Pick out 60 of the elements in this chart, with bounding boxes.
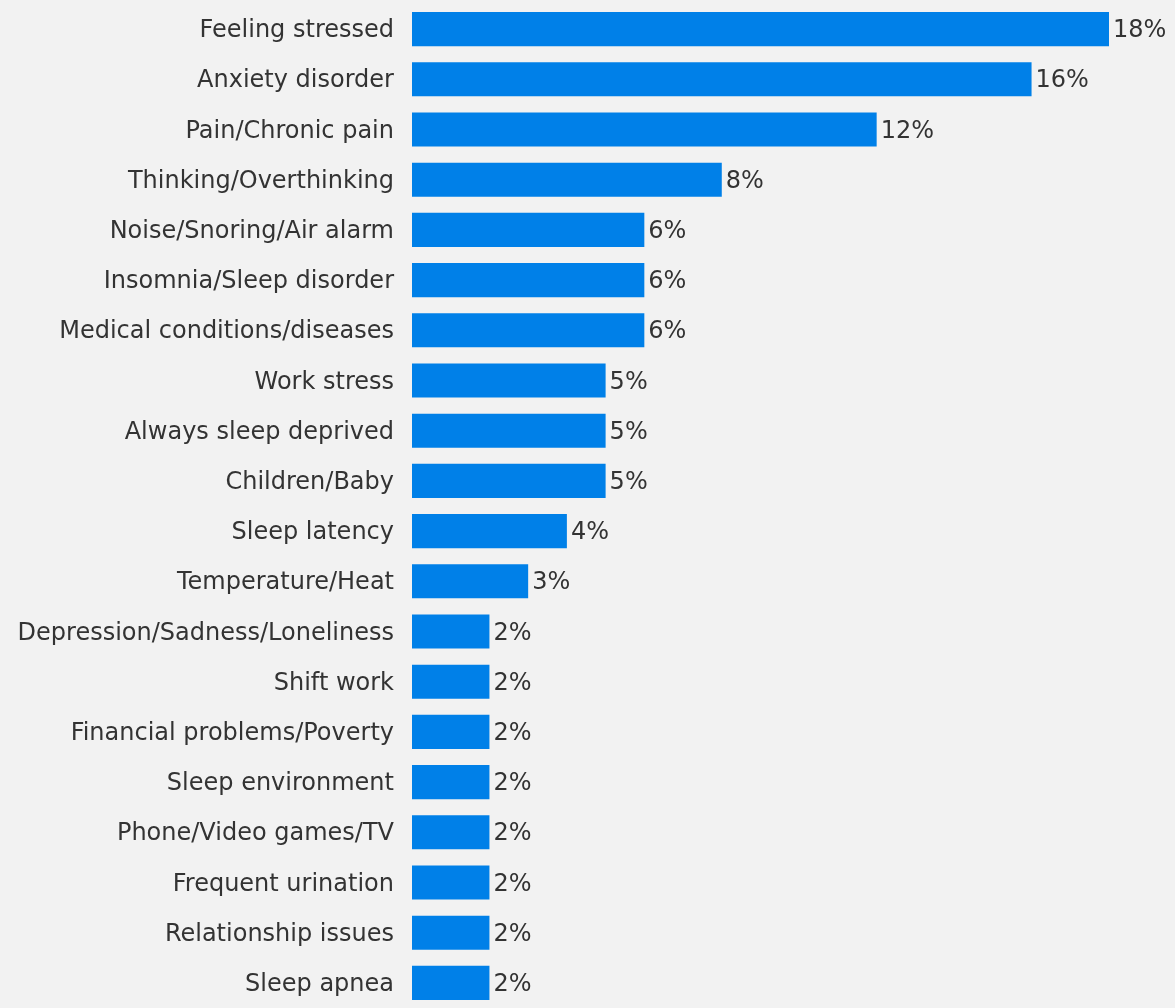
data-label: 2% [493, 968, 532, 997]
bar [412, 765, 490, 800]
y-tick-label: Always sleep deprived [124, 416, 394, 445]
data-label: 2% [493, 768, 532, 797]
bar [412, 463, 606, 498]
y-tick-label: Frequent urination [172, 868, 394, 897]
y-tick-label: Phone/Video games/TV [116, 818, 395, 847]
bar [412, 112, 877, 147]
bar [412, 313, 645, 348]
y-tick-label: Shift work [273, 667, 395, 696]
data-label: 5% [609, 366, 648, 395]
y-tick-label: Relationship issues [164, 918, 394, 947]
y-tick-label: Sleep environment [166, 768, 394, 797]
y-tick-label: Sleep apnea [245, 968, 394, 997]
data-label: 6% [648, 316, 687, 345]
data-label: 2% [493, 918, 532, 947]
data-label: 2% [493, 717, 532, 746]
bar [412, 162, 722, 197]
y-tick-label: Insomnia/Sleep disorder [103, 266, 395, 295]
bar [412, 915, 490, 950]
bar [412, 865, 490, 900]
data-label: 12% [880, 115, 935, 144]
bar [412, 12, 1109, 47]
data-label: 5% [609, 466, 648, 495]
y-tick-label: Temperature/Heat [175, 567, 394, 596]
data-label: 4% [570, 517, 609, 546]
y-tick-label: Depression/Sadness/Loneliness [17, 617, 394, 646]
y-tick-label: Noise/Snoring/Air alarm [109, 215, 394, 244]
y-tick-label: Work stress [254, 366, 394, 395]
data-label: 5% [609, 416, 648, 445]
y-tick-label: Sleep latency [231, 517, 394, 546]
bar [412, 815, 490, 850]
bar [412, 664, 490, 699]
y-tick-label: Children/Baby [225, 466, 394, 495]
y-tick-label: Medical conditions/diseases [59, 316, 394, 345]
data-label: 16% [1035, 65, 1089, 94]
data-label: 8% [725, 165, 764, 194]
data-label: 2% [493, 667, 532, 696]
bar [412, 614, 490, 649]
y-tick-label: Feeling stressed [199, 15, 394, 44]
data-label: 18% [1113, 15, 1167, 44]
bar [412, 514, 567, 549]
bar [412, 212, 645, 247]
data-label: 2% [493, 617, 532, 646]
bar [412, 714, 490, 749]
y-tick-label: Anxiety disorder [197, 65, 395, 94]
bar [412, 965, 490, 1000]
bar [412, 564, 529, 599]
data-label: 6% [648, 215, 687, 244]
y-tick-label: Financial problems/Poverty [70, 717, 394, 746]
data-label: 2% [493, 868, 532, 897]
bar [412, 263, 645, 298]
y-tick-label: Thinking/Overthinking [126, 165, 394, 194]
data-label: 2% [493, 818, 532, 847]
data-label: 3% [532, 567, 571, 596]
bar [412, 363, 606, 398]
data-label: 6% [648, 266, 687, 295]
bar [412, 413, 606, 448]
bar [412, 62, 1032, 97]
y-tick-label: Pain/Chronic pain [185, 115, 394, 144]
